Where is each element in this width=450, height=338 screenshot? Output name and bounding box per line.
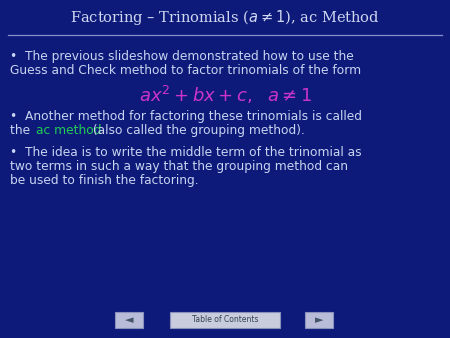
Text: ac method: ac method bbox=[36, 124, 102, 137]
Text: •  The idea is to write the middle term of the trinomial as: • The idea is to write the middle term o… bbox=[10, 146, 362, 159]
Text: Table of Contents: Table of Contents bbox=[192, 315, 258, 324]
Text: ►: ► bbox=[315, 315, 323, 325]
Text: Factoring – Trinomials ($a \neq 1$), ac Method: Factoring – Trinomials ($a \neq 1$), ac … bbox=[70, 8, 380, 27]
FancyBboxPatch shape bbox=[305, 312, 333, 328]
Text: Guess and Check method to factor trinomials of the form: Guess and Check method to factor trinomi… bbox=[10, 64, 361, 77]
FancyBboxPatch shape bbox=[115, 312, 143, 328]
Text: •  Another method for factoring these trinomials is called: • Another method for factoring these tri… bbox=[10, 110, 362, 123]
Text: (also called the grouping method).: (also called the grouping method). bbox=[89, 124, 305, 137]
Text: $ax^2+bx+c, \ \ a\neq1$: $ax^2+bx+c, \ \ a\neq1$ bbox=[139, 84, 311, 106]
Text: ◄: ◄ bbox=[125, 315, 133, 325]
Text: •  The previous slideshow demonstrated how to use the: • The previous slideshow demonstrated ho… bbox=[10, 50, 354, 63]
Text: the: the bbox=[10, 124, 34, 137]
Text: be used to finish the factoring.: be used to finish the factoring. bbox=[10, 174, 198, 187]
FancyBboxPatch shape bbox=[170, 312, 280, 328]
Text: two terms in such a way that the grouping method can: two terms in such a way that the groupin… bbox=[10, 160, 348, 173]
